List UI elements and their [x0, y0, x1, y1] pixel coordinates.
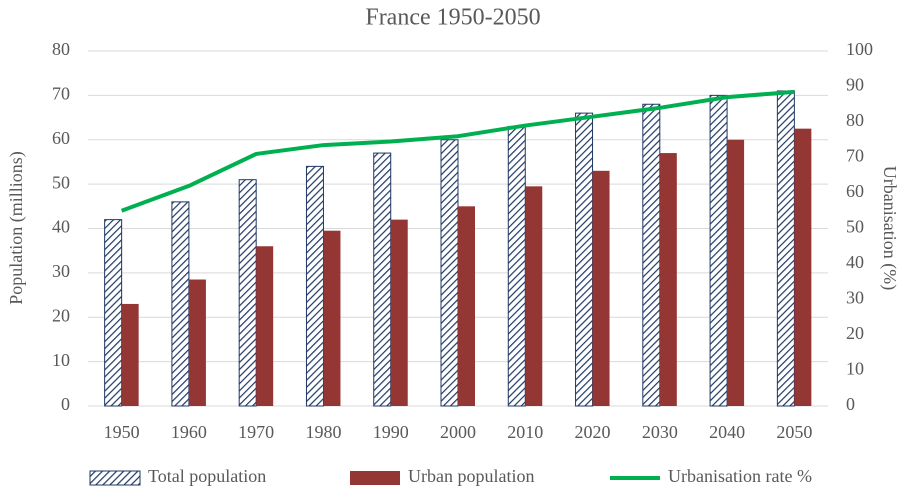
bar — [305, 165, 324, 407]
x-tick-label: 2050 — [776, 422, 812, 442]
legend-swatch — [350, 471, 400, 485]
bar — [507, 125, 526, 407]
bar — [575, 112, 594, 407]
y-tick-label: 30 — [52, 261, 70, 281]
y2-tick-label: 10 — [846, 359, 864, 379]
y2-tick-label: 50 — [846, 217, 864, 237]
bar — [121, 303, 139, 406]
bar — [642, 103, 661, 407]
legend-label: Urban population — [408, 466, 534, 486]
legend-swatch — [89, 470, 141, 486]
x-tick-label: 2040 — [709, 422, 745, 442]
y-tick-label: 70 — [52, 84, 70, 104]
bar — [709, 94, 728, 407]
x-tick-label: 1960 — [171, 422, 207, 442]
x-tick-label: 1990 — [373, 422, 409, 442]
bar — [776, 90, 795, 407]
bar — [727, 139, 745, 406]
bar — [592, 170, 610, 406]
bar — [373, 152, 392, 407]
x-tick-label: 2030 — [642, 422, 678, 442]
bar — [256, 246, 274, 406]
bar — [659, 153, 677, 406]
y-axis-label: Population (millions) — [6, 151, 27, 305]
bar — [390, 219, 408, 406]
x-tick-label: 2020 — [575, 422, 611, 442]
y2-tick-label: 40 — [846, 252, 864, 272]
bar — [440, 139, 459, 407]
bar — [104, 219, 123, 407]
y-tick-label: 80 — [52, 39, 70, 59]
bar — [188, 279, 206, 406]
y2-tick-label: 80 — [846, 110, 864, 130]
x-tick-label: 2010 — [507, 422, 543, 442]
x-tick-label: 2000 — [440, 422, 476, 442]
y-tick-label: 0 — [61, 394, 70, 414]
y2-tick-label: 90 — [846, 75, 864, 95]
bar — [171, 201, 190, 407]
y-tick-label: 40 — [52, 217, 70, 237]
y2-tick-label: 30 — [846, 288, 864, 308]
bar — [458, 206, 475, 406]
y2-tick-label: 20 — [846, 323, 864, 343]
y2-tick-label: 0 — [846, 394, 855, 414]
y2-tick-label: 100 — [846, 39, 873, 59]
legend-label: Total population — [148, 466, 266, 486]
legend-label: Urbanisation rate % — [668, 466, 812, 486]
bar — [238, 179, 257, 407]
x-tick-label: 1950 — [104, 422, 140, 442]
y2-tick-label: 70 — [846, 146, 864, 166]
y-tick-label: 60 — [52, 128, 70, 148]
x-tick-label: 1970 — [238, 422, 274, 442]
y-tick-label: 20 — [52, 305, 70, 325]
y2-tick-label: 60 — [846, 181, 864, 201]
y2-axis-label: Urbanisation (%) — [879, 166, 900, 290]
bar — [794, 128, 812, 406]
bar — [525, 186, 543, 406]
x-tick-label: 1980 — [305, 422, 341, 442]
y-tick-label: 10 — [52, 350, 70, 370]
line-series — [120, 89, 795, 213]
y-tick-label: 50 — [52, 172, 70, 192]
bar — [323, 230, 341, 406]
chart-title: France 1950-2050 — [365, 5, 540, 31]
